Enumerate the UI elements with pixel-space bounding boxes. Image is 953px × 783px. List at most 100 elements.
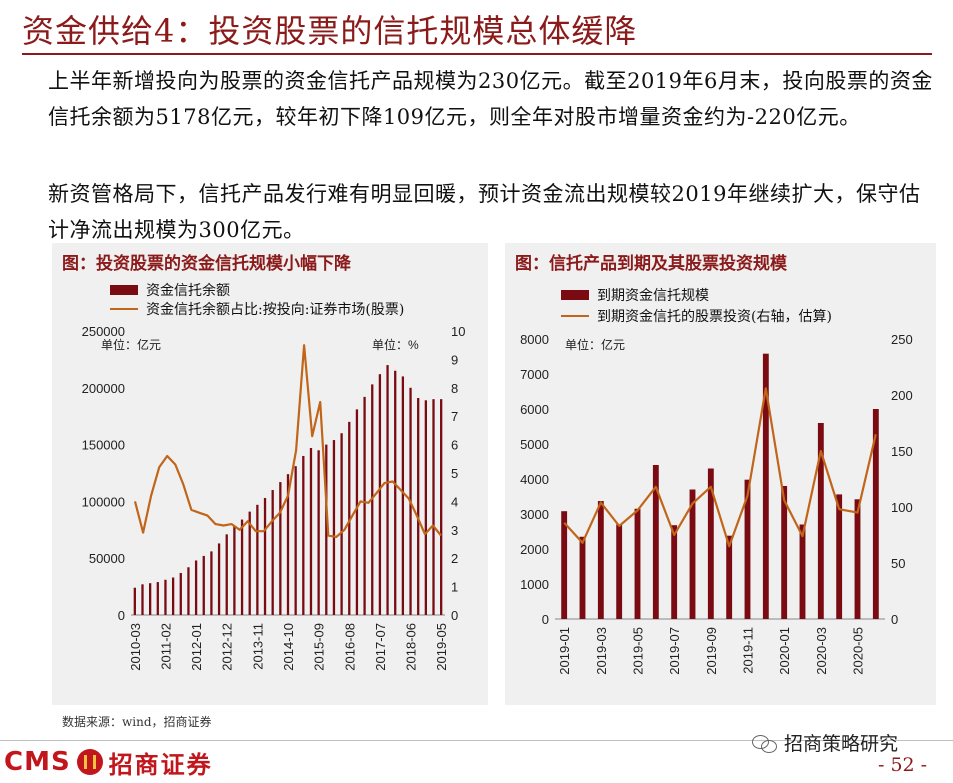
x-tick-label: 2020-05: [851, 627, 866, 675]
y-tick-left: 150000: [82, 438, 125, 453]
bar: [355, 409, 359, 615]
chart-right-legend-line: 到期资金信托的股票投资(右轴，估算): [561, 306, 832, 326]
y-tick-left: 200000: [82, 381, 125, 396]
y-tick-left: 8000: [520, 332, 549, 347]
bar: [854, 499, 861, 619]
logo-cn-text: 招商证券: [108, 750, 213, 779]
bar: [225, 534, 228, 615]
y-tick-left: 3000: [520, 507, 549, 522]
bar: [233, 526, 236, 615]
y-tick-right: 6: [451, 438, 458, 453]
bar: [432, 399, 435, 615]
body-paragraph-1: 上半年新增投向为股票的资金信托产品规模为230亿元。截至2019年6月末，投向股…: [48, 69, 933, 129]
bar: [340, 433, 343, 615]
x-tick-label: 2012-01: [189, 623, 204, 671]
unit-label-left: 单位：亿元: [565, 337, 625, 352]
body-paragraph-2: 新资管格局下，信托产品发行难有明显回暖，预计资金流出规模较2019年继续扩大，保…: [48, 182, 921, 242]
bar: [217, 543, 221, 615]
footer-divider: [0, 740, 953, 741]
bar: [744, 479, 751, 619]
bar: [817, 423, 824, 619]
y-tick-right: 50: [891, 556, 905, 571]
y-tick-left: 1000: [520, 577, 549, 592]
wechat-account: 招商策略研究: [752, 729, 898, 756]
bar: [332, 440, 336, 615]
bar: [286, 474, 290, 615]
y-tick-left: 7000: [520, 367, 549, 382]
x-tick-label: 2020-01: [777, 627, 792, 675]
y-tick-right: 10: [451, 324, 465, 339]
x-tick-label: 2019-01: [557, 627, 572, 675]
x-tick-label: 2019-05: [434, 623, 449, 671]
y-tick-right: 100: [891, 500, 913, 515]
bar: [240, 519, 244, 615]
x-tick-label: 2015-09: [312, 623, 327, 671]
line-series: [133, 344, 442, 538]
y-tick-right: 250: [891, 332, 913, 347]
x-tick-label: 2017-07: [373, 623, 388, 671]
unit-label-right: 单位：%: [372, 337, 419, 352]
legend-line-label: 资金信托余额占比:按投向:证券市场(股票): [146, 302, 405, 318]
bar: [671, 525, 678, 619]
bar: [179, 572, 182, 615]
y-tick-left: 0: [542, 612, 549, 627]
bar: [256, 504, 259, 615]
bar: [141, 584, 144, 615]
bar: [726, 535, 733, 619]
legend-bar-swatch: [561, 290, 589, 300]
bar: [133, 587, 136, 615]
y-tick-right: 2: [451, 551, 458, 566]
y-tick-right: 4: [451, 494, 458, 509]
wechat-account-name: 招商策略研究: [784, 733, 899, 755]
bar: [394, 370, 397, 615]
y-tick-left: 0: [118, 608, 125, 623]
logo-cms-text: CMS: [4, 747, 71, 777]
bar: [317, 450, 320, 615]
bar: [348, 421, 351, 615]
bar: [836, 494, 843, 619]
bar: [302, 455, 305, 615]
bar: [634, 508, 641, 619]
bar: [294, 466, 297, 615]
bar: [401, 376, 405, 615]
chart-left-legend-line: 资金信托余额占比:按投向:证券市场(股票): [110, 299, 404, 319]
bar: [271, 490, 274, 615]
x-tick-label: 2014-10: [281, 623, 296, 671]
bar: [579, 536, 586, 619]
bar: [263, 497, 267, 615]
y-tick-right: 1: [451, 580, 458, 595]
y-tick-left: 250000: [82, 324, 125, 339]
y-tick-left: 2000: [520, 542, 549, 557]
y-tick-right: 200: [891, 388, 913, 403]
bar: [872, 409, 879, 619]
bar: [279, 482, 282, 615]
x-tick-label: 2019-09: [704, 627, 719, 675]
bar: [386, 365, 389, 615]
bar: [309, 448, 313, 615]
bar: [194, 560, 198, 615]
y-tick-left: 100000: [82, 494, 125, 509]
bar: [248, 511, 251, 615]
x-tick-label: 2011-02: [158, 623, 173, 670]
title-underline: [22, 53, 932, 55]
y-tick-right: 150: [891, 444, 913, 459]
x-tick-label: 2016-08: [342, 623, 357, 671]
bar: [171, 577, 175, 615]
data-source: 数据来源：wind，招商证券: [62, 715, 212, 729]
bar: [325, 444, 328, 615]
y-tick-left: 4000: [520, 472, 549, 487]
bar: [440, 399, 443, 615]
chart-left-title: 图：投资股票的资金信托规模小幅下降: [62, 254, 351, 274]
chart-left-legend-bar: 资金信托余额: [110, 280, 230, 300]
page-number: - 52 -: [878, 754, 928, 776]
x-tick-label: 2012-12: [220, 623, 235, 671]
bar: [616, 524, 623, 619]
y-tick-right: 5: [451, 466, 458, 481]
bar: [762, 353, 769, 619]
y-tick-right: 9: [451, 352, 458, 367]
bar: [424, 400, 428, 615]
y-tick-left: 50000: [89, 551, 125, 566]
x-tick-label: 2019-03: [594, 627, 609, 675]
chart-right: 单位：亿元 0 1000 2000 3000 4000 5000 6000 7000 8000 0 5…: [520, 332, 913, 675]
bar: [363, 396, 366, 615]
